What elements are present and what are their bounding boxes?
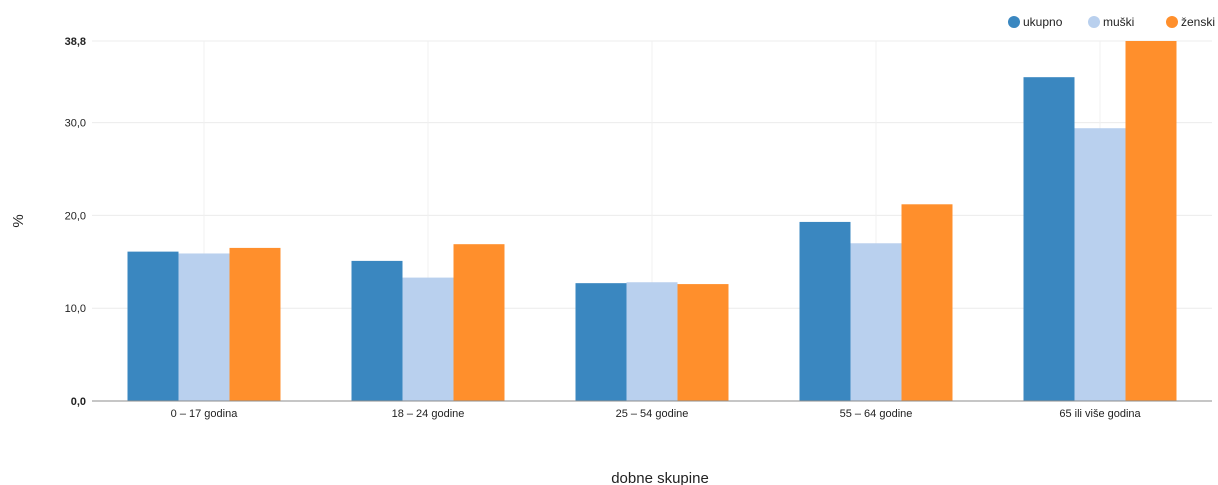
- y-tick-label: 38,8: [65, 36, 86, 48]
- legend-item[interactable]: ukupno: [1008, 15, 1063, 29]
- y-tick-label: 0,0: [71, 396, 86, 408]
- bar: [1074, 128, 1126, 401]
- bar: [901, 204, 953, 401]
- x-tick-label: 0 – 17 godina: [171, 408, 239, 420]
- bar: [127, 251, 179, 401]
- bar: [575, 283, 627, 401]
- y-tick-label: 30,0: [65, 118, 86, 130]
- legend: ukupno muški ženski: [1008, 15, 1215, 29]
- legend-marker: [1088, 16, 1100, 28]
- bar: [626, 282, 678, 401]
- legend-label: muški: [1103, 15, 1134, 29]
- legend-label: ženski: [1181, 15, 1215, 29]
- bar: [850, 243, 902, 401]
- bar: [178, 253, 230, 401]
- axes: 0,0 10,0 20,0 30,0 38,8 0 – 17 godina 18 – 24 …: [65, 36, 1212, 420]
- legend-item[interactable]: muški: [1088, 15, 1134, 29]
- legend-item[interactable]: ženski: [1166, 15, 1215, 29]
- bars: [127, 41, 1177, 401]
- legend-label: ukupno: [1023, 15, 1063, 29]
- bar: [351, 260, 403, 401]
- y-tick-label: 10,0: [65, 303, 86, 315]
- x-tick-label: 25 – 54 godine: [616, 408, 689, 420]
- x-tick-label: 18 – 24 godine: [392, 408, 465, 420]
- bar: [677, 284, 729, 401]
- x-tick-label: 55 – 64 godine: [840, 408, 913, 420]
- bar: [229, 247, 281, 401]
- bar: [1023, 77, 1075, 401]
- y-axis-title: %: [10, 214, 27, 227]
- legend-marker: [1166, 16, 1178, 28]
- x-tick-label: 65 ili više godina: [1059, 408, 1141, 420]
- legend-marker: [1008, 16, 1020, 28]
- x-axis-title: dobne skupine: [611, 470, 709, 485]
- bar: [453, 244, 505, 401]
- bar: [402, 277, 454, 401]
- bar: [799, 221, 851, 401]
- y-tick-label: 20,0: [65, 210, 86, 222]
- bar: [1125, 41, 1177, 401]
